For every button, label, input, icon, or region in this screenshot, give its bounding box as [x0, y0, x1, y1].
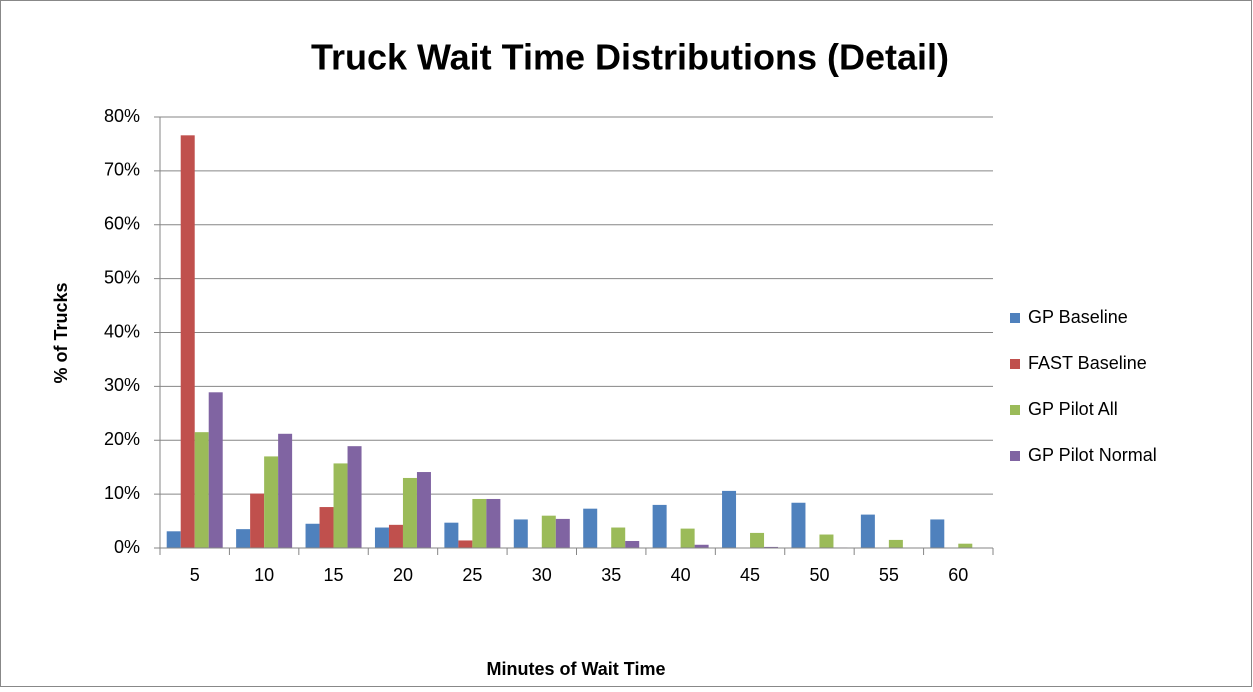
- y-tick-label: 20%: [104, 429, 140, 449]
- bar: [305, 523, 320, 548]
- chart-title: Truck Wait Time Distributions (Detail): [311, 37, 949, 78]
- bar: [472, 498, 487, 548]
- x-tick-label: 15: [324, 565, 344, 585]
- bar: [583, 508, 598, 548]
- legend-swatch: [1010, 405, 1020, 415]
- bar: [930, 519, 945, 548]
- bar: [264, 456, 279, 548]
- legend-label: FAST Baseline: [1028, 353, 1147, 373]
- bar: [388, 524, 403, 548]
- y-axis-label: % of Trucks: [51, 282, 71, 383]
- x-tick-label: 45: [740, 565, 760, 585]
- bar: [208, 392, 223, 548]
- x-tick-label: 10: [254, 565, 274, 585]
- y-tick-label: 0%: [114, 537, 140, 557]
- y-tick-label: 10%: [104, 483, 140, 503]
- bar: [750, 532, 765, 548]
- bar: [278, 433, 293, 548]
- bar: [319, 507, 334, 548]
- x-tick-label: 5: [190, 565, 200, 585]
- bar: [402, 477, 417, 548]
- x-tick-label: 50: [809, 565, 829, 585]
- bar: [250, 493, 265, 548]
- bar: [416, 472, 431, 548]
- bar: [458, 540, 473, 548]
- x-axis-label: Minutes of Wait Time: [486, 659, 665, 679]
- bar: [791, 502, 806, 548]
- x-tick-label: 55: [879, 565, 899, 585]
- bar: [513, 519, 528, 548]
- bar: [694, 544, 709, 548]
- legend-swatch: [1010, 313, 1020, 323]
- bar: [625, 540, 640, 548]
- x-tick-label: 35: [601, 565, 621, 585]
- legend-swatch: [1010, 451, 1020, 461]
- bar: [611, 527, 626, 548]
- bar: [180, 135, 195, 548]
- bar: [860, 514, 875, 548]
- y-tick-label: 40%: [104, 321, 140, 341]
- bar: [680, 528, 695, 548]
- bar: [819, 534, 834, 548]
- x-tick-label: 60: [948, 565, 968, 585]
- bar: [541, 515, 556, 548]
- bar: [333, 463, 348, 548]
- bar: [166, 531, 181, 548]
- y-tick-label: 80%: [104, 106, 140, 126]
- bar: [888, 539, 903, 548]
- x-tick-label: 20: [393, 565, 413, 585]
- x-tick-label: 30: [532, 565, 552, 585]
- y-tick-label: 30%: [104, 375, 140, 395]
- y-tick-label: 60%: [104, 214, 140, 234]
- y-tick-label: 50%: [104, 267, 140, 287]
- y-tick-label: 70%: [104, 160, 140, 180]
- bar: [555, 518, 570, 548]
- legend-label: GP Pilot Normal: [1028, 445, 1157, 465]
- bar: [236, 529, 251, 548]
- x-tick-label: 40: [671, 565, 691, 585]
- bar: [374, 527, 389, 548]
- bar: [486, 498, 501, 548]
- bar: [194, 432, 209, 548]
- bar: [958, 543, 973, 548]
- bar: [652, 504, 667, 548]
- legend-label: GP Baseline: [1028, 307, 1128, 327]
- bar: [347, 446, 362, 548]
- bar: [764, 546, 779, 548]
- legend-label: GP Pilot All: [1028, 399, 1118, 419]
- legend-swatch: [1010, 359, 1020, 369]
- x-tick-label: 25: [462, 565, 482, 585]
- bar: [722, 490, 737, 548]
- bar: [444, 522, 459, 548]
